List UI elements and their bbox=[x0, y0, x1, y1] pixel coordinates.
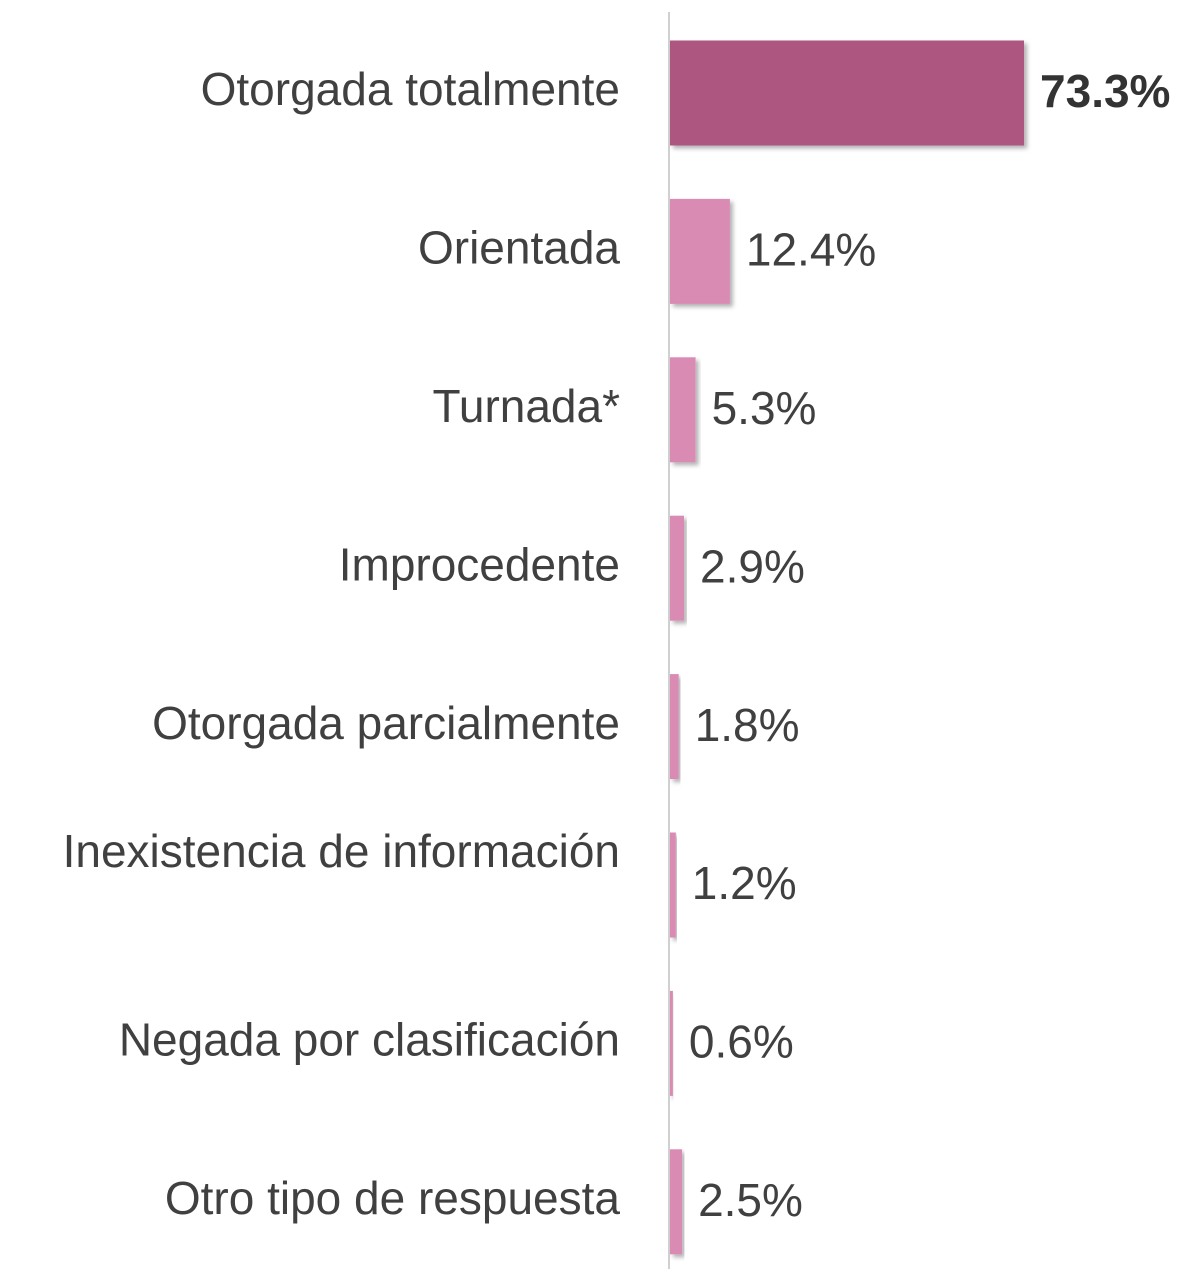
bar bbox=[670, 40, 1025, 146]
bar bbox=[670, 832, 676, 938]
category-label: Inexistencia de información bbox=[63, 825, 620, 877]
bar bbox=[670, 198, 730, 304]
bar bbox=[670, 357, 696, 463]
category-label: Otro tipo de respuesta bbox=[165, 1172, 621, 1224]
bar bbox=[670, 990, 673, 1096]
value-label: 1.2% bbox=[692, 857, 797, 909]
value-label: 12.4% bbox=[746, 224, 876, 276]
value-label: 2.9% bbox=[700, 540, 805, 592]
bar bbox=[670, 1149, 683, 1255]
category-label: Turnada* bbox=[432, 380, 620, 432]
category-label: Improcedente bbox=[339, 538, 620, 590]
value-label: 0.6% bbox=[689, 1016, 794, 1068]
category-label: Orientada bbox=[418, 222, 620, 274]
category-label: Otorgada parcialmente bbox=[152, 697, 620, 749]
category-label: Otorgada totalmente bbox=[201, 63, 620, 115]
bar bbox=[670, 515, 685, 621]
value-label: 5.3% bbox=[712, 382, 817, 434]
category-label: Negada por clasificación bbox=[119, 1014, 620, 1066]
bar bbox=[670, 674, 679, 780]
value-label: 73.3% bbox=[1040, 65, 1170, 117]
value-label: 1.8% bbox=[695, 699, 800, 751]
value-label: 2.5% bbox=[698, 1174, 803, 1226]
